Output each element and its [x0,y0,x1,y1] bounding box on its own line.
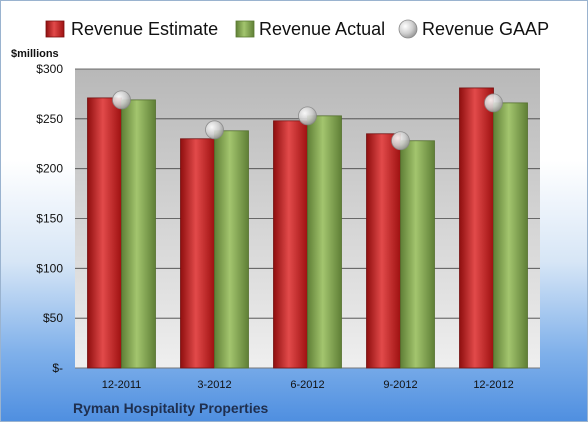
y-tick-label: $150 [36,212,63,226]
y-tick-label: $250 [36,112,63,126]
y-tick-labels: $- $50 $100 $150 $200 $250 $300 [36,62,63,375]
x-tick-label: 3-2012 [197,379,231,391]
legend-estimate-swatch [45,20,65,38]
legend-gaap-label: Revenue GAAP [422,19,549,39]
legend-estimate: Revenue Estimate [45,19,218,39]
point-revenue-gaap [112,90,131,110]
legend: Revenue Estimate Revenue Actual Revenue … [45,19,549,39]
y-tick-label: $200 [36,162,63,176]
bar-revenue-estimate [366,133,401,369]
point-revenue-gaap [391,131,410,151]
point-revenue-gaap [205,120,224,140]
bar-revenue-actual [214,130,249,369]
legend-estimate-label: Revenue Estimate [71,19,218,39]
y-tick-label: $50 [43,311,63,325]
legend-actual: Revenue Actual [235,19,385,39]
point-revenue-gaap [298,106,317,126]
bar-revenue-estimate [180,138,215,369]
x-tick-labels: 12-2011 3-2012 6-2012 9-2012 12-2012 [102,379,514,391]
legend-actual-swatch [235,20,255,38]
point-revenue-gaap [484,93,503,113]
y-tick-label: $300 [36,62,63,76]
gaap-points [112,90,503,151]
unit-label: $millions [11,48,59,60]
bar-revenue-actual [400,140,435,369]
bar-revenue-estimate [273,120,308,369]
bars [87,87,528,369]
x-tick-label: 6-2012 [290,379,324,391]
legend-actual-label: Revenue Actual [259,19,385,39]
bar-revenue-estimate [459,87,494,369]
legend-gaap: Revenue GAAP [398,19,549,39]
bar-revenue-actual [121,99,156,369]
bar-revenue-estimate [87,97,122,369]
y-tick-label: $100 [36,261,63,275]
legend-gaap-marker [398,19,418,39]
bar-revenue-actual [493,102,528,369]
y-tick-label: $- [52,361,63,375]
x-tick-label: 9-2012 [383,379,417,391]
x-tick-label: 12-2012 [473,379,513,391]
x-tick-label: 12-2011 [102,379,142,391]
bar-revenue-actual [307,115,342,369]
chart-footer-title: Ryman Hospitality Properties [73,400,268,416]
